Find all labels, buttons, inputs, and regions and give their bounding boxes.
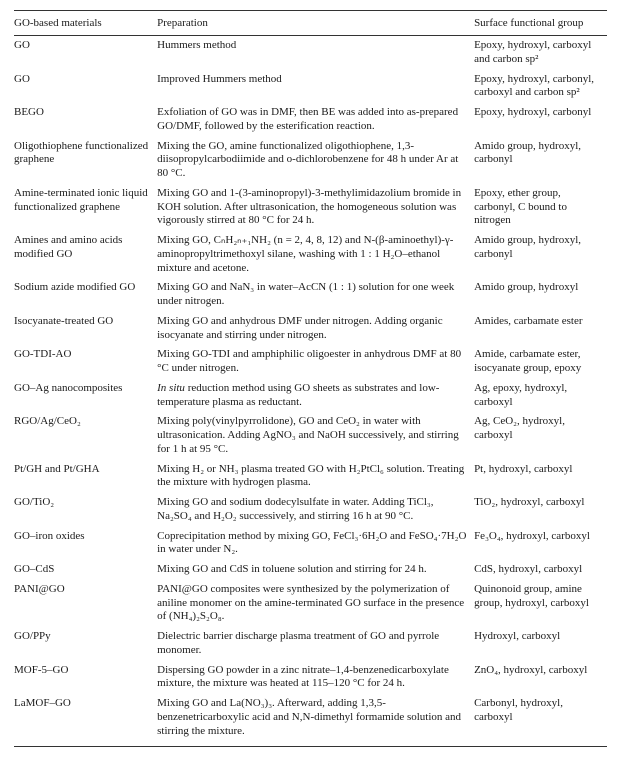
table-cell: LaMOF–GO bbox=[14, 694, 157, 747]
table-row: GO-TDI-AOMixing GO-TDI and amphiphilic o… bbox=[14, 345, 607, 379]
col-header-surface: Surface functional group bbox=[474, 11, 607, 36]
table-cell: Quinonoid group, amine group, hydroxyl, … bbox=[474, 580, 607, 627]
table-cell: Epoxy, ether group, carbonyl, C bound to… bbox=[474, 184, 607, 231]
table-cell: Hummers method bbox=[157, 36, 474, 70]
table-cell: Amido group, hydroxyl, carbonyl bbox=[474, 231, 607, 278]
table-row: BEGOExfoliation of GO was in DMF, then B… bbox=[14, 103, 607, 137]
table-row: GOHummers methodEpoxy, hydroxyl, carboxy… bbox=[14, 36, 607, 70]
table-row: LaMOF–GOMixing GO and La(NO₃)₃. Afterwar… bbox=[14, 694, 607, 747]
table-cell: Amido group, hydroxyl bbox=[474, 278, 607, 312]
table-cell: Amines and amino acids modified GO bbox=[14, 231, 157, 278]
table-cell: Epoxy, hydroxyl, carbonyl, carboxyl and … bbox=[474, 70, 607, 104]
table-cell: GO/PPy bbox=[14, 627, 157, 661]
table-cell: Hydroxyl, carboxyl bbox=[474, 627, 607, 661]
table-body: GOHummers methodEpoxy, hydroxyl, carboxy… bbox=[14, 36, 607, 747]
table-cell: Mixing GO-TDI and amphiphilic oligoester… bbox=[157, 345, 474, 379]
table-cell: Ag, CeO₂, hydroxyl, carboxyl bbox=[474, 412, 607, 459]
table-row: GO/PPyDielectric barrier discharge plasm… bbox=[14, 627, 607, 661]
table-cell: ZnO₄, hydroxyl, carboxyl bbox=[474, 661, 607, 695]
table-cell: Amine-terminated ionic liquid functional… bbox=[14, 184, 157, 231]
table-cell: Mixing GO and 1-(3-aminopropyl)-3-methyl… bbox=[157, 184, 474, 231]
table-cell: Mixing GO and La(NO₃)₃. Afterward, addin… bbox=[157, 694, 474, 747]
table-cell: Mixing H₂ or NH₃ plasma treated GO with … bbox=[157, 460, 474, 494]
table-row: RGO/Ag/CeO₂Mixing poly(vinylpyrrolidone)… bbox=[14, 412, 607, 459]
table-cell: Sodium azide modified GO bbox=[14, 278, 157, 312]
table-header-row: GO-based materials Preparation Surface f… bbox=[14, 11, 607, 36]
table-row: GO–iron oxidesCoprecipitation method by … bbox=[14, 527, 607, 561]
table-row: GO–CdSMixing GO and CdS in toluene solut… bbox=[14, 560, 607, 580]
table-row: GO/TiO₂Mixing GO and sodium dodecylsulfa… bbox=[14, 493, 607, 527]
table-cell: Isocyanate-treated GO bbox=[14, 312, 157, 346]
table-cell: Mixing the GO, amine functionalized olig… bbox=[157, 137, 474, 184]
table-cell: GO bbox=[14, 36, 157, 70]
table-row: Amines and amino acids modified GOMixing… bbox=[14, 231, 607, 278]
table-cell: Amides, carbamate ester bbox=[474, 312, 607, 346]
table-cell: Epoxy, hydroxyl, carboxyl and carbon sp² bbox=[474, 36, 607, 70]
table-row: MOF-5–GODispersing GO powder in a zinc n… bbox=[14, 661, 607, 695]
table-cell: GO–CdS bbox=[14, 560, 157, 580]
table-cell: BEGO bbox=[14, 103, 157, 137]
table-cell: Mixing GO and NaN₃ in water–AcCN (1 : 1)… bbox=[157, 278, 474, 312]
table-cell: GO–iron oxides bbox=[14, 527, 157, 561]
table-cell: Coprecipitation method by mixing GO, FeC… bbox=[157, 527, 474, 561]
table-cell: TiO₂, hydroxyl, carboxyl bbox=[474, 493, 607, 527]
table-row: PANI@GOPANI@GO composites were synthesiz… bbox=[14, 580, 607, 627]
table-cell: MOF-5–GO bbox=[14, 661, 157, 695]
table-cell: GO/TiO₂ bbox=[14, 493, 157, 527]
table-cell: RGO/Ag/CeO₂ bbox=[14, 412, 157, 459]
table-cell: Pt, hydroxyl, carboxyl bbox=[474, 460, 607, 494]
table-cell: Mixing poly(vinylpyrrolidone), GO and Ce… bbox=[157, 412, 474, 459]
table-cell: In situ reduction method using GO sheets… bbox=[157, 379, 474, 413]
table-cell: Ag, epoxy, hydroxyl, carboxyl bbox=[474, 379, 607, 413]
table-row: Sodium azide modified GOMixing GO and Na… bbox=[14, 278, 607, 312]
table-cell: Fe₃O₄, hydroxyl, carboxyl bbox=[474, 527, 607, 561]
table-cell: Mixing GO and anhydrous DMF under nitrog… bbox=[157, 312, 474, 346]
table-cell: Mixing GO and CdS in toluene solution an… bbox=[157, 560, 474, 580]
table-cell: Carbonyl, hydroxyl, carboxyl bbox=[474, 694, 607, 747]
col-header-preparation: Preparation bbox=[157, 11, 474, 36]
table-cell: GO bbox=[14, 70, 157, 104]
materials-table: GO-based materials Preparation Surface f… bbox=[14, 10, 607, 747]
table-cell: GO-TDI-AO bbox=[14, 345, 157, 379]
table-cell: PANI@GO composites were synthesized by t… bbox=[157, 580, 474, 627]
table-row: Pt/GH and Pt/GHAMixing H₂ or NH₃ plasma … bbox=[14, 460, 607, 494]
col-header-materials: GO-based materials bbox=[14, 11, 157, 36]
table-row: Oligothiophene functionalized grapheneMi… bbox=[14, 137, 607, 184]
table-row: GO–Ag nanocompositesIn situ reduction me… bbox=[14, 379, 607, 413]
table-cell: Dielectric barrier discharge plasma trea… bbox=[157, 627, 474, 661]
table-row: GOImproved Hummers methodEpoxy, hydroxyl… bbox=[14, 70, 607, 104]
table-cell: Mixing GO, CₙH₂ₙ₊₁NH₂ (n = 2, 4, 8, 12) … bbox=[157, 231, 474, 278]
table-cell: Amido group, hydroxyl, carbonyl bbox=[474, 137, 607, 184]
table-cell: Oligothiophene functionalized graphene bbox=[14, 137, 157, 184]
table-cell: Pt/GH and Pt/GHA bbox=[14, 460, 157, 494]
table-cell: GO–Ag nanocomposites bbox=[14, 379, 157, 413]
table-row: Isocyanate-treated GOMixing GO and anhyd… bbox=[14, 312, 607, 346]
table-cell: Epoxy, hydroxyl, carbonyl bbox=[474, 103, 607, 137]
table-cell: Dispersing GO powder in a zinc nitrate–1… bbox=[157, 661, 474, 695]
table-cell: CdS, hydroxyl, carboxyl bbox=[474, 560, 607, 580]
table-cell: Improved Hummers method bbox=[157, 70, 474, 104]
table-row: Amine-terminated ionic liquid functional… bbox=[14, 184, 607, 231]
table-cell: Mixing GO and sodium dodecylsulfate in w… bbox=[157, 493, 474, 527]
table-cell: Amide, carbamate ester, isocyanate group… bbox=[474, 345, 607, 379]
table-cell: Exfoliation of GO was in DMF, then BE wa… bbox=[157, 103, 474, 137]
table-cell: PANI@GO bbox=[14, 580, 157, 627]
